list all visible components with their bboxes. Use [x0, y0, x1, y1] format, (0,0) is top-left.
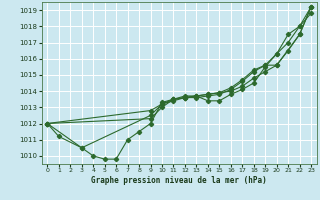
X-axis label: Graphe pression niveau de la mer (hPa): Graphe pression niveau de la mer (hPa)	[91, 176, 267, 185]
